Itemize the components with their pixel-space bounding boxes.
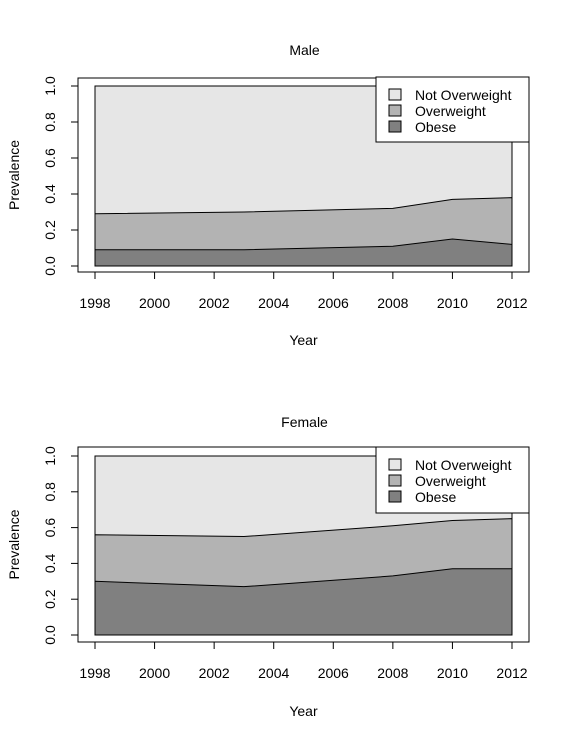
- x-tick-label: 2012: [496, 295, 527, 311]
- y-tick-label: 0.4: [42, 184, 58, 204]
- x-tick-label: 1998: [79, 665, 110, 681]
- x-tick-label: 1998: [79, 295, 110, 311]
- y-tick-label: 0.6: [42, 148, 58, 168]
- area-obese: [94, 238, 513, 267]
- chart-panel-female: Female 1998 2000 2002 2004 2006 2008 2010 2012 Ye…: [6, 414, 530, 719]
- legend-swatch: [388, 458, 402, 471]
- x-tick-label: 2002: [199, 665, 230, 681]
- legend-label: Obese: [415, 489, 456, 505]
- y-tick-label: 1.0: [42, 446, 58, 466]
- x-tick-label: 2008: [377, 665, 408, 681]
- legend-swatch: [388, 474, 402, 487]
- y-tick-label: 0.8: [42, 112, 58, 132]
- x-tick-label: 2006: [318, 665, 349, 681]
- legend-label: Overweight: [415, 473, 486, 489]
- x-tick-label: 2010: [437, 295, 468, 311]
- y-tick-label: 0.6: [42, 518, 58, 538]
- x-tick-label: 2002: [199, 295, 230, 311]
- legend-label: Obese: [415, 119, 456, 135]
- legend-swatch: [388, 88, 402, 101]
- y-tick-label: 0.2: [42, 589, 58, 609]
- legend-label: Not Overweight: [415, 87, 512, 103]
- x-tick-label: 2008: [377, 295, 408, 311]
- legend-swatch: [388, 120, 402, 133]
- x-tick-label: 2010: [437, 665, 468, 681]
- legend-swatch: [388, 104, 402, 117]
- x-tick-label: 2000: [139, 665, 170, 681]
- x-axis-label: Year: [289, 332, 318, 348]
- chart-title: Female: [281, 414, 328, 430]
- y-tick-label: 0.0: [42, 625, 58, 645]
- y-axis-label: Prevalence: [6, 509, 22, 579]
- y-axis-label: Prevalence: [6, 140, 22, 210]
- legend-swatch: [388, 490, 402, 503]
- y-tick-label: 0.0: [42, 256, 58, 276]
- area-obese: [94, 568, 513, 636]
- x-tick-label: 2004: [258, 295, 289, 311]
- chart-panel-male: Male 1998 2000 2002 2004 2006 2008 2010 2012 Year…: [6, 42, 530, 348]
- x-tick-label: 2004: [258, 665, 289, 681]
- legend-label: Not Overweight: [415, 457, 512, 473]
- chart-title: Male: [289, 42, 320, 58]
- x-tick-label: 2012: [496, 665, 527, 681]
- legend-label: Overweight: [415, 103, 486, 119]
- y-tick-label: 0.2: [42, 220, 58, 240]
- y-tick-label: 0.4: [42, 553, 58, 573]
- x-tick-label: 2000: [139, 295, 170, 311]
- y-tick-label: 0.8: [42, 482, 58, 502]
- x-tick-label: 2006: [318, 295, 349, 311]
- y-tick-label: 1.0: [42, 76, 58, 96]
- x-axis-label: Year: [289, 703, 318, 719]
